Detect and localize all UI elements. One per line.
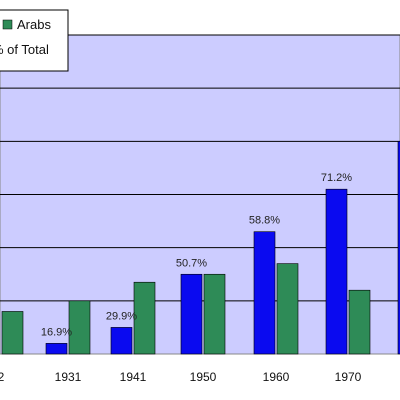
data-label: 71.2% (321, 172, 352, 184)
data-label: 58.8% (249, 215, 280, 227)
bar-total-3 (180, 273, 203, 355)
bar-arabs-3 (203, 273, 226, 355)
data-label: 50.7% (176, 257, 207, 269)
x-tick-label: 1960 (263, 370, 290, 384)
bars (1, 141, 400, 355)
bar-arabs-2 (133, 281, 156, 355)
bar-total-1 (45, 343, 68, 355)
bar-total-4 (253, 231, 276, 355)
x-tick-label: 1931 (55, 370, 82, 384)
data-label: 29.9% (106, 310, 137, 322)
legend-swatch-arabs (2, 19, 13, 30)
bar-total-5 (325, 188, 348, 355)
bar-arabs-0 (1, 311, 24, 355)
x-tick-label: 1941 (120, 370, 147, 384)
bar-arabs-1 (68, 300, 91, 355)
bar-arabs-5 (348, 289, 371, 355)
x-tick-labels: 2 1931 1941 1950 1960 1970 (0, 370, 362, 384)
bar-total-6 (397, 141, 400, 355)
bar-arabs-4 (276, 263, 299, 355)
bar-total-2 (110, 327, 133, 355)
x-tick-label: 2 (0, 370, 5, 384)
legend: Arabs % of Total (0, 9, 69, 72)
legend-label-total: % of Total (0, 42, 49, 57)
legend-label-arabs: Arabs (17, 17, 51, 32)
x-tick-label: 1950 (190, 370, 217, 384)
data-label: 16.9% (41, 326, 72, 338)
x-tick-label: 1970 (335, 370, 362, 384)
data-labels: 16.9%29.9%50.7%58.8%71.2%6 (41, 172, 352, 338)
